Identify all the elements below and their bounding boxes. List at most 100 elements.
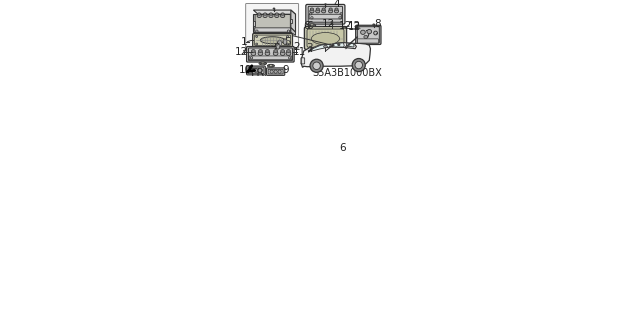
Ellipse shape xyxy=(355,61,362,69)
Ellipse shape xyxy=(329,8,332,10)
FancyBboxPatch shape xyxy=(253,34,292,47)
Ellipse shape xyxy=(281,13,284,15)
Ellipse shape xyxy=(340,12,342,15)
Ellipse shape xyxy=(251,50,255,52)
Ellipse shape xyxy=(272,65,273,67)
Text: 7: 7 xyxy=(364,30,371,40)
Ellipse shape xyxy=(273,51,278,55)
Ellipse shape xyxy=(374,31,378,35)
Ellipse shape xyxy=(321,10,326,13)
Ellipse shape xyxy=(265,51,270,55)
Ellipse shape xyxy=(324,45,328,48)
Ellipse shape xyxy=(322,8,325,10)
Ellipse shape xyxy=(251,57,253,59)
Ellipse shape xyxy=(264,13,267,15)
FancyBboxPatch shape xyxy=(254,35,291,45)
Polygon shape xyxy=(253,10,296,14)
Ellipse shape xyxy=(275,14,279,18)
Text: 2: 2 xyxy=(293,42,300,52)
Ellipse shape xyxy=(259,50,262,52)
Ellipse shape xyxy=(269,13,272,15)
Ellipse shape xyxy=(331,21,332,23)
Polygon shape xyxy=(308,43,356,52)
Polygon shape xyxy=(291,10,296,32)
Ellipse shape xyxy=(313,62,321,69)
Ellipse shape xyxy=(269,14,273,18)
Ellipse shape xyxy=(313,25,314,26)
FancyBboxPatch shape xyxy=(304,27,346,50)
Ellipse shape xyxy=(256,43,258,45)
FancyBboxPatch shape xyxy=(357,39,378,43)
Ellipse shape xyxy=(264,63,266,64)
Text: 12: 12 xyxy=(322,19,335,29)
Ellipse shape xyxy=(334,10,339,13)
Ellipse shape xyxy=(309,12,312,15)
Ellipse shape xyxy=(256,30,258,32)
Ellipse shape xyxy=(308,24,316,27)
Ellipse shape xyxy=(316,10,320,13)
Ellipse shape xyxy=(288,30,289,32)
FancyBboxPatch shape xyxy=(306,4,345,24)
Bar xyxy=(253,21,255,27)
Ellipse shape xyxy=(254,68,258,72)
Ellipse shape xyxy=(249,68,253,72)
FancyBboxPatch shape xyxy=(309,14,342,19)
Text: 4: 4 xyxy=(334,0,341,9)
Text: S5A3B1000BX: S5A3B1000BX xyxy=(312,68,382,78)
FancyBboxPatch shape xyxy=(247,66,266,75)
Ellipse shape xyxy=(274,70,278,73)
Ellipse shape xyxy=(261,37,285,44)
FancyBboxPatch shape xyxy=(255,28,291,32)
FancyBboxPatch shape xyxy=(356,25,381,44)
FancyBboxPatch shape xyxy=(266,68,285,76)
Polygon shape xyxy=(332,43,344,47)
Text: 10: 10 xyxy=(239,65,252,75)
Ellipse shape xyxy=(278,40,282,46)
Ellipse shape xyxy=(273,8,275,9)
Ellipse shape xyxy=(287,43,289,45)
Text: 6: 6 xyxy=(306,20,312,30)
Text: 12: 12 xyxy=(348,22,361,32)
Ellipse shape xyxy=(266,50,269,52)
Polygon shape xyxy=(291,28,296,35)
Ellipse shape xyxy=(287,50,291,52)
Ellipse shape xyxy=(259,62,266,65)
FancyBboxPatch shape xyxy=(308,6,342,22)
FancyBboxPatch shape xyxy=(268,69,283,74)
Ellipse shape xyxy=(364,35,368,39)
Ellipse shape xyxy=(316,8,319,10)
Polygon shape xyxy=(301,43,371,68)
Ellipse shape xyxy=(268,64,274,67)
FancyBboxPatch shape xyxy=(247,47,294,62)
Ellipse shape xyxy=(352,59,365,72)
FancyBboxPatch shape xyxy=(307,29,344,47)
FancyBboxPatch shape xyxy=(246,4,299,48)
Text: 1: 1 xyxy=(241,37,248,47)
Text: 6: 6 xyxy=(339,143,346,153)
Ellipse shape xyxy=(339,17,341,19)
Text: 9: 9 xyxy=(282,65,289,75)
Ellipse shape xyxy=(329,10,332,13)
Ellipse shape xyxy=(278,70,281,73)
Ellipse shape xyxy=(309,25,311,26)
Ellipse shape xyxy=(287,36,289,37)
FancyBboxPatch shape xyxy=(301,58,304,64)
Ellipse shape xyxy=(258,51,262,55)
Ellipse shape xyxy=(258,13,261,15)
Ellipse shape xyxy=(258,68,262,72)
Ellipse shape xyxy=(361,30,365,35)
Ellipse shape xyxy=(283,39,287,44)
Ellipse shape xyxy=(270,70,273,73)
Text: 5: 5 xyxy=(273,41,279,51)
Polygon shape xyxy=(253,14,291,32)
Text: 5: 5 xyxy=(284,37,291,47)
Ellipse shape xyxy=(260,63,262,64)
Text: 11: 11 xyxy=(292,47,306,57)
Ellipse shape xyxy=(338,44,340,46)
Ellipse shape xyxy=(281,14,285,18)
Ellipse shape xyxy=(335,8,338,10)
Text: 12: 12 xyxy=(339,21,352,31)
Ellipse shape xyxy=(332,44,334,46)
Bar xyxy=(289,19,291,23)
Text: 3: 3 xyxy=(306,43,313,52)
